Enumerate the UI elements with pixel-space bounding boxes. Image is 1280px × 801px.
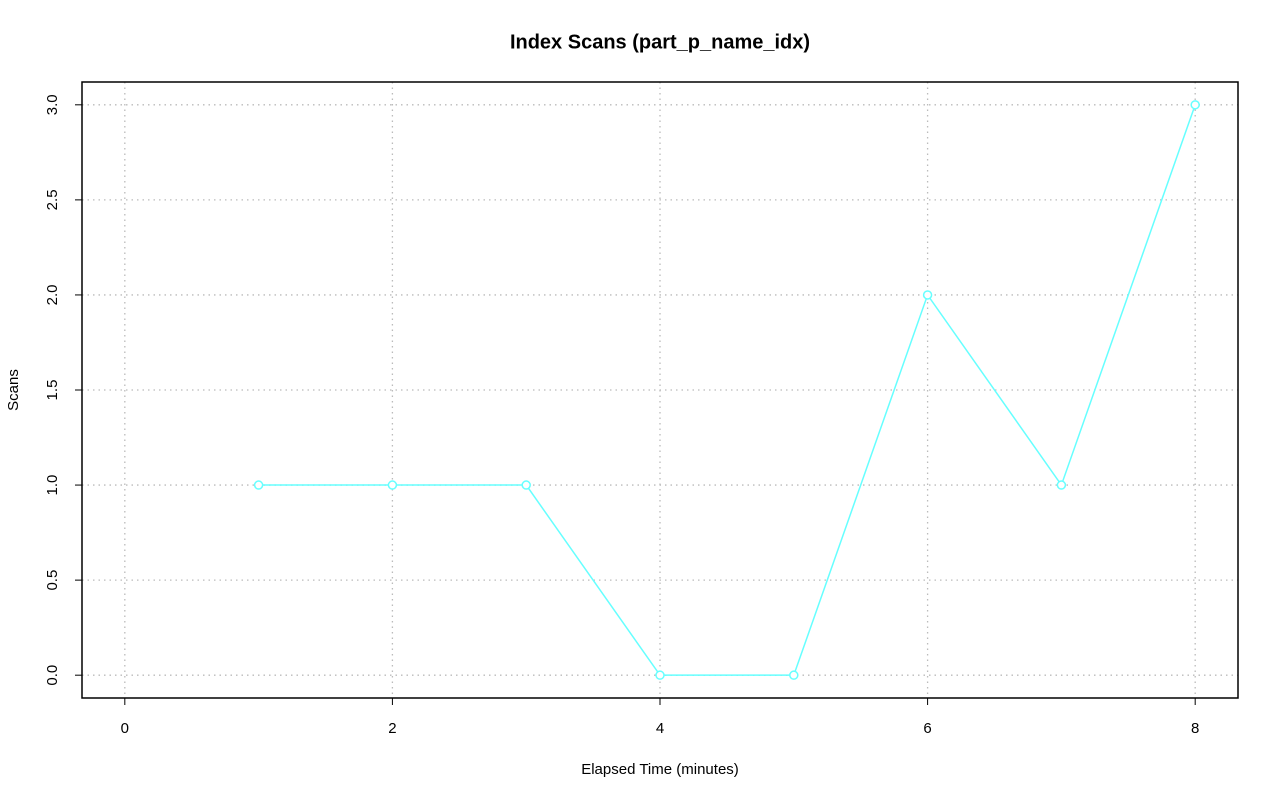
x-tick-label: 2 xyxy=(388,720,396,737)
x-tick-label: 0 xyxy=(121,720,129,737)
chart-title: Index Scans (part_p_name_idx) xyxy=(510,31,810,53)
y-tick-label: 2.5 xyxy=(44,189,61,210)
data-point xyxy=(655,670,665,680)
data-point xyxy=(1190,100,1200,110)
y-tick-label: 1.0 xyxy=(44,475,61,496)
y-tick-label: 3.0 xyxy=(44,94,61,115)
data-point xyxy=(253,480,264,490)
data-point xyxy=(922,290,933,300)
y-tick-label: 2.0 xyxy=(44,285,61,306)
data-point xyxy=(1056,480,1067,490)
data-point xyxy=(521,480,531,490)
data-point xyxy=(387,480,398,490)
y-tick-label: 0.5 xyxy=(44,570,61,591)
y-tick-label: 0.0 xyxy=(44,665,61,686)
x-tick-label: 4 xyxy=(656,720,664,737)
series-line xyxy=(258,104,1196,676)
x-tick-label: 6 xyxy=(923,720,931,737)
y-tick-label: 1.5 xyxy=(44,380,61,401)
y-axis-label: Scans xyxy=(5,369,22,411)
x-tick-label: 8 xyxy=(1191,720,1199,737)
data-point xyxy=(789,670,799,680)
x-axis-label: Elapsed Time (minutes) xyxy=(581,761,739,778)
plot-frame xyxy=(81,81,1239,699)
